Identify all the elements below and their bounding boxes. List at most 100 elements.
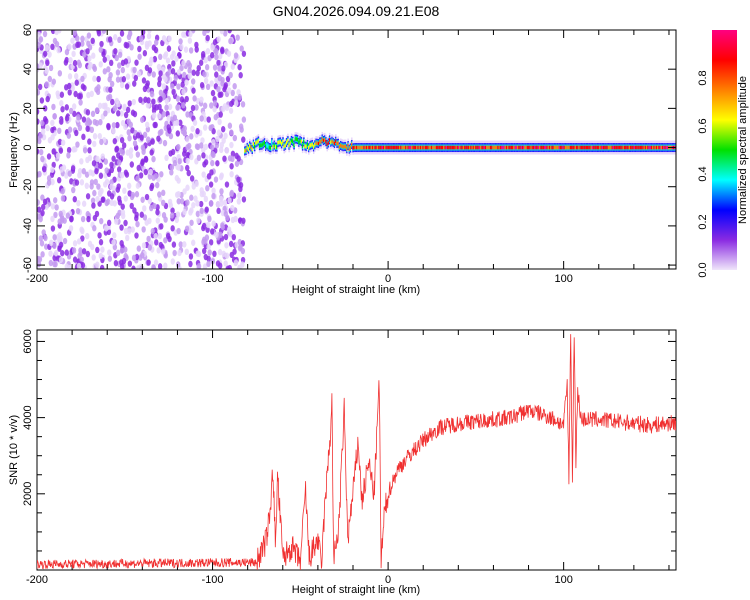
carrier-core [623,145,626,150]
noise-cell [79,226,84,233]
noise-cell [86,215,91,223]
noise-cell [171,60,176,67]
carrier-core [311,142,314,147]
noise-cell [239,45,244,52]
carrier-core [625,145,627,150]
noise-cell [224,147,230,154]
noise-cell [151,155,156,163]
noise-cell [185,144,190,151]
noise-cell [206,243,211,251]
carrier-core [477,145,480,150]
noise-cell [102,56,107,63]
noise-cell [50,166,55,173]
noise-cell [37,41,41,49]
noise-cell [178,38,183,45]
carrier-core [519,145,521,150]
noise-cell [106,66,111,73]
noise-cell [126,228,132,235]
noise-cell [198,200,204,208]
noise-cell [64,263,70,269]
noise-cell [50,126,55,134]
carrier-core [459,145,461,150]
noise-cell [175,130,181,137]
noise-cell [199,96,204,103]
noise-cell [201,171,206,178]
noise-cell [229,129,234,136]
noise-cell [165,57,171,64]
carrier-core [575,145,578,150]
noise-cell [214,53,219,61]
noise-cell [196,263,202,269]
noise-cell [113,259,119,267]
noise-cell [50,43,55,51]
noise-cell [147,217,152,225]
snr-panel: -200 -100 0 100 2000 4000 6000 [22,329,677,586]
noise-cell [183,46,189,53]
noise-cell [91,254,96,261]
noise-cell [169,169,174,176]
carrier-core [364,145,367,150]
noise-cell [157,263,163,269]
noise-cell [194,104,199,111]
snr-x-tick-label: 100 [554,574,572,586]
carrier-core [485,145,487,150]
carrier-core [430,145,433,150]
noise-cell [215,135,220,143]
noise-cell [190,104,196,112]
noise-cell [90,37,95,45]
carrier-core [337,141,340,146]
carrier-core [342,144,344,149]
carrier-core [403,145,406,150]
noise-cell [229,189,234,197]
spectrogram-y-tick-label: 0 [22,144,34,150]
noise-cell [78,93,83,100]
carrier-core [263,140,266,145]
noise-cell [236,198,242,205]
carrier-core [622,145,625,150]
noise-cell [179,43,184,51]
noise-cell [111,127,116,134]
carrier-core [428,145,430,150]
noise-cell [219,30,225,35]
noise-cell [168,202,173,209]
carrier-core [290,138,293,143]
carrier-core [245,148,247,153]
noise-cell [149,149,154,156]
carrier-core [518,145,520,150]
noise-cell [49,171,55,178]
carrier-core [351,142,353,147]
noise-cell [163,237,168,244]
noise-cell [116,152,121,159]
noise-cell [199,81,205,89]
carrier-core [590,145,593,150]
noise-cell [130,191,136,199]
noise-cell [78,247,83,254]
noise-cell [94,210,100,218]
noise-cell [39,240,45,247]
carrier-core [384,145,386,150]
noise-cell [44,67,49,74]
noise-cell [216,36,221,43]
carrier-core [480,145,482,150]
noise-cell [99,138,104,146]
noise-cell [66,152,71,159]
noise-cell [185,136,190,143]
carrier-core [353,145,356,150]
carrier-core [367,145,369,150]
noise-cell [51,78,57,85]
carrier-core [265,144,267,149]
carrier-core [432,145,434,150]
noise-cell [135,220,140,228]
noise-cell [211,187,216,194]
noise-cell [82,51,87,58]
carrier-core [586,145,589,150]
colorbar-gradient [712,30,737,270]
noise-cell [43,105,48,112]
carrier-core [368,145,370,150]
noise-cell [44,81,49,88]
noise-cell [92,118,97,126]
noise-cell [147,30,152,34]
noise-cell [214,231,219,238]
noise-cell [241,50,247,57]
noise-cell [119,110,124,117]
